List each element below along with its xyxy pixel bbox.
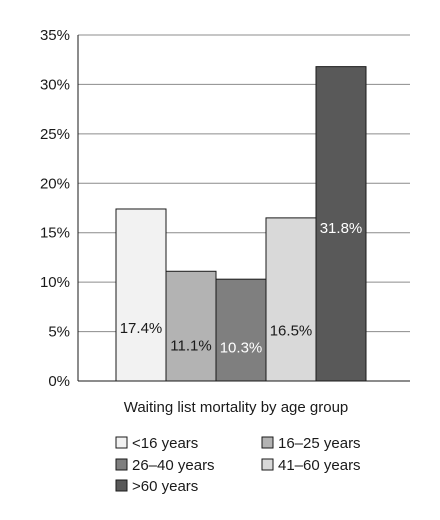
bar-value-label: 17.4% bbox=[120, 320, 163, 337]
bars: 17.4% 11.1% 10.3% 16.5% 31.8% bbox=[115, 66, 367, 382]
legend-entry-label: 26–40 years bbox=[132, 457, 215, 474]
legend-entry-label: >60 years bbox=[132, 478, 198, 495]
legend-entry-label: 41–60 years bbox=[278, 457, 361, 474]
bar-value-label: 31.8% bbox=[320, 220, 363, 237]
legend-entry-label: <16 years bbox=[132, 435, 198, 452]
bar bbox=[165, 270, 217, 382]
y-tick-label: 15% bbox=[40, 225, 70, 242]
bar-value-label: 16.5% bbox=[270, 322, 313, 339]
legend-swatch bbox=[115, 458, 128, 471]
x-axis-title: Waiting list mortality by age group bbox=[124, 399, 349, 416]
legend-swatch bbox=[261, 458, 274, 471]
y-tick-label: 0% bbox=[48, 373, 70, 390]
legend-swatch bbox=[261, 436, 274, 449]
y-tick-label: 35% bbox=[40, 27, 70, 44]
y-tick-label: 10% bbox=[40, 274, 70, 291]
bar bbox=[265, 217, 317, 382]
bar-value-label: 11.1% bbox=[170, 337, 211, 354]
legend: <16 years 16–25 years 26–40 years 41–60 yea… bbox=[115, 435, 361, 495]
y-tick-label: 20% bbox=[40, 175, 70, 192]
legend-swatch bbox=[115, 436, 128, 449]
bar bbox=[115, 208, 167, 382]
y-tick-label: 25% bbox=[40, 126, 70, 143]
bar-value-label: 10.3% bbox=[220, 339, 263, 356]
y-tick-label: 5% bbox=[48, 324, 70, 341]
legend-swatch bbox=[115, 479, 128, 492]
y-tick-label: 30% bbox=[40, 76, 70, 93]
axes bbox=[77, 35, 410, 382]
y-axis-ticks: 0% 5% 10% 15% 20% 25% 30% 35% bbox=[40, 27, 70, 390]
bar bbox=[215, 278, 267, 382]
legend-entry-label: 16–25 years bbox=[278, 435, 361, 452]
